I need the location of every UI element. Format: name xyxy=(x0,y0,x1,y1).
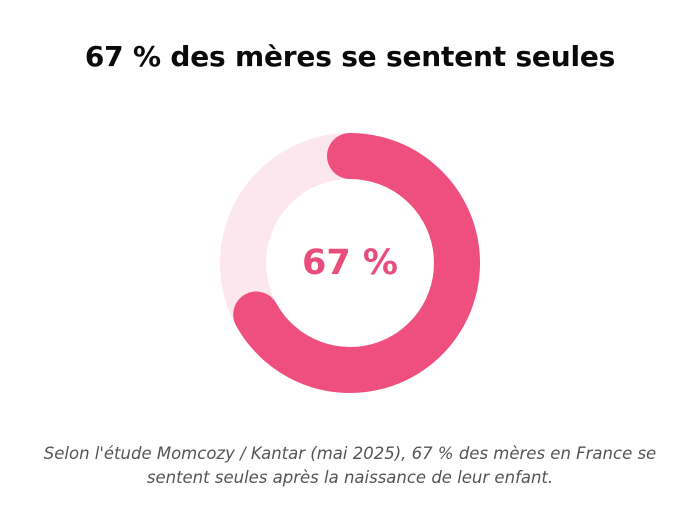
chart-title: 67 % des mères se sentent seules xyxy=(84,40,616,73)
donut-svg xyxy=(220,133,480,393)
donut-chart: 67 % xyxy=(218,131,482,395)
source-caption: Selon l'étude Momcozy / Kantar (mai 2025… xyxy=(43,444,657,487)
donut-center-label: 67 % xyxy=(302,243,398,283)
donut-value-arc xyxy=(233,133,480,393)
